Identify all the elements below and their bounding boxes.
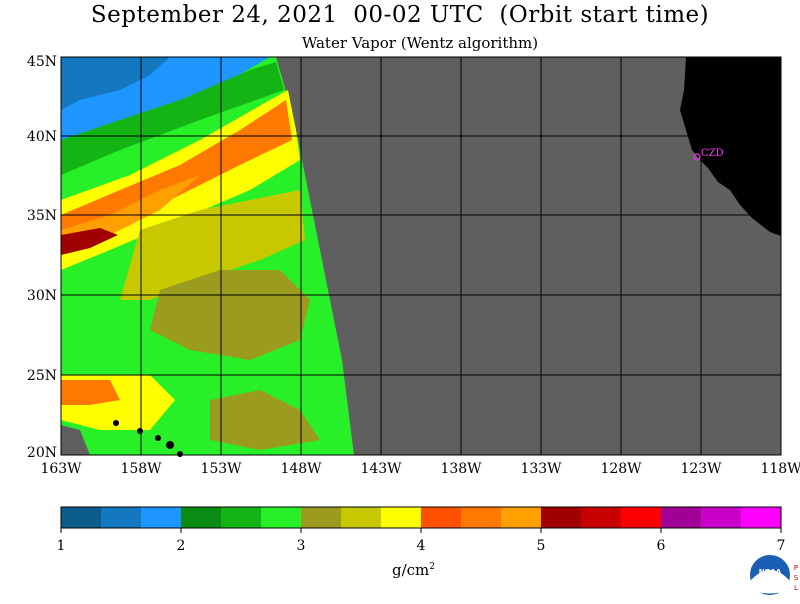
colorbar-label-7: 7 bbox=[777, 538, 786, 554]
colorbar-swatch bbox=[301, 507, 342, 528]
lon-label-143w: 143W bbox=[360, 461, 402, 477]
land-mass bbox=[680, 57, 781, 236]
colorbar-swatch bbox=[541, 507, 582, 528]
swath-band-orange-south bbox=[61, 380, 120, 405]
colorbar-swatch bbox=[741, 507, 782, 528]
grid-lines bbox=[61, 57, 781, 455]
island-nodata bbox=[61, 425, 90, 455]
colorbar-label-1: 1 bbox=[57, 538, 66, 554]
psl-letter-p: P bbox=[794, 564, 798, 572]
lon-label-148w: 148W bbox=[280, 461, 322, 477]
colorbar-frame bbox=[60, 506, 782, 529]
lat-label-40n: 40N bbox=[27, 129, 57, 145]
lon-label-118w: 118W bbox=[760, 461, 800, 477]
colorbar-label-6: 6 bbox=[657, 538, 666, 554]
island-kauai bbox=[113, 420, 119, 426]
colorbar-swatch bbox=[461, 507, 502, 528]
lat-label-20n: 20N bbox=[27, 445, 57, 461]
colorbar-swatch bbox=[181, 507, 222, 528]
station-label: CZD bbox=[701, 148, 724, 159]
colorbar-units: g/cm2 bbox=[392, 561, 435, 579]
lat-label-35n: 35N bbox=[27, 208, 57, 224]
map-frame bbox=[60, 56, 782, 456]
swath-very-dry-region bbox=[61, 57, 170, 110]
colorbar-swatch bbox=[101, 507, 142, 528]
colorbar-swatch bbox=[141, 507, 182, 528]
lon-label-153w: 153W bbox=[200, 461, 242, 477]
colorbar-swatch bbox=[581, 507, 622, 528]
colorbar-swatch bbox=[221, 507, 262, 528]
noaa-logo: NOAA bbox=[748, 553, 792, 597]
colorbar-swatch bbox=[701, 507, 742, 528]
chart-title: September 24, 2021 00-02 UTC (Orbit star… bbox=[90, 2, 710, 28]
colorbar-swatch bbox=[381, 507, 422, 528]
lat-label-30n: 30N bbox=[27, 288, 57, 304]
lon-label-158w: 158W bbox=[120, 461, 162, 477]
swath-band-dark-red bbox=[61, 228, 118, 255]
noaa-logo-wave bbox=[751, 570, 789, 594]
psl-letter-l: L bbox=[794, 584, 798, 592]
island-hawaii bbox=[177, 451, 183, 457]
noaa-logo-text: NOAA bbox=[759, 568, 782, 576]
lon-label-128w: 128W bbox=[600, 461, 642, 477]
lon-label-133w: 133W bbox=[520, 461, 562, 477]
colorbar-label-4: 4 bbox=[417, 538, 426, 554]
lat-label-25n: 25N bbox=[27, 368, 57, 384]
latitude-labels: 45N 40N 35N 30N 25N 20N bbox=[27, 54, 57, 461]
swath-band-olive bbox=[150, 270, 310, 360]
units-exponent: 2 bbox=[429, 562, 436, 572]
colorbar-swatch bbox=[421, 507, 462, 528]
swath-band-mid-green bbox=[61, 62, 284, 175]
psl-label: P S L bbox=[794, 564, 799, 592]
colorbar-swatch bbox=[341, 507, 382, 528]
colorbar-label-2: 2 bbox=[177, 538, 186, 554]
swath-band-khaki bbox=[120, 190, 305, 300]
psl-letter-s: S bbox=[794, 574, 799, 582]
island-molokai bbox=[155, 435, 161, 441]
station-marker: CZD bbox=[693, 148, 724, 161]
colorbar-label-3: 3 bbox=[297, 538, 306, 554]
swath-band-olive-south bbox=[210, 390, 320, 450]
colorbar-swatch bbox=[501, 507, 542, 528]
lon-label-138w: 138W bbox=[440, 461, 482, 477]
colorbar-label-5: 5 bbox=[537, 538, 546, 554]
colorbar-swatch bbox=[61, 507, 102, 528]
colorbar-labels: 1 2 3 4 5 6 7 bbox=[57, 538, 786, 554]
colorbar-swatch bbox=[661, 507, 702, 528]
units-base: g/cm bbox=[392, 561, 430, 579]
station-dot bbox=[693, 153, 701, 161]
chart-subtitle: Water Vapor (Wentz algorithm) bbox=[301, 34, 539, 52]
colorbar-swatch bbox=[261, 507, 302, 528]
colorbar bbox=[60, 507, 782, 533]
lon-label-163w: 163W bbox=[40, 461, 82, 477]
longitude-labels: 163W 158W 153W 148W 143W 138W 133W 128W … bbox=[40, 461, 800, 477]
island-oahu bbox=[137, 428, 143, 434]
island-maui bbox=[166, 441, 174, 449]
lat-label-45n: 45N bbox=[27, 54, 57, 70]
lon-label-123w: 123W bbox=[680, 461, 722, 477]
colorbar-swatch bbox=[621, 507, 662, 528]
